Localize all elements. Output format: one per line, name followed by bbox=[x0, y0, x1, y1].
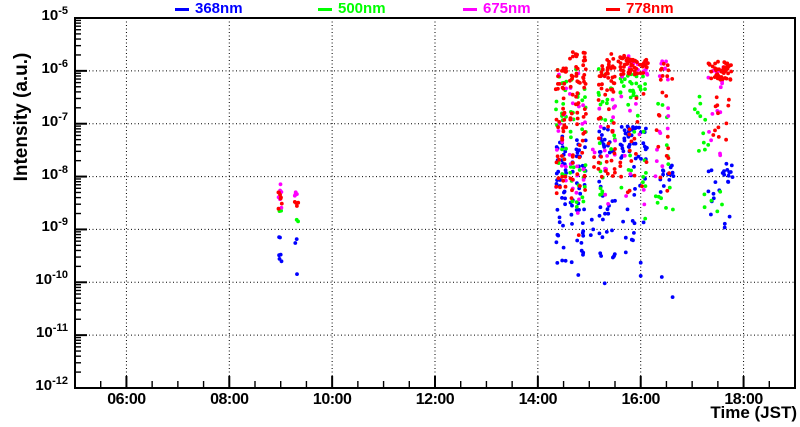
legend-marker-368nm bbox=[175, 7, 189, 11]
y-tick-label: 10-8 bbox=[41, 163, 68, 183]
legend-item-368nm: 368nm bbox=[175, 0, 243, 18]
x-tick-label: 10:00 bbox=[312, 391, 352, 408]
y-tick-label: 10-12 bbox=[35, 375, 68, 394]
legend-marker-500nm bbox=[318, 7, 332, 11]
legend-item-675nm: 675nm bbox=[463, 0, 531, 18]
legend-item-778nm: 778nm bbox=[606, 0, 674, 18]
y-tick-label: 10-9 bbox=[41, 216, 68, 236]
y-tick-label: 10-5 bbox=[41, 5, 68, 24]
x-tick-label: 06:00 bbox=[107, 391, 146, 408]
x-tick-label: 18:00 bbox=[724, 391, 763, 408]
x-tick-label: 12:00 bbox=[415, 391, 455, 408]
legend-label-368nm: 368nm bbox=[195, 0, 243, 17]
legend-item-500nm: 500nm bbox=[318, 0, 386, 18]
legend-marker-778nm bbox=[606, 7, 620, 11]
y-tick-label: 10-7 bbox=[41, 110, 68, 130]
legend-label-500nm: 500nm bbox=[338, 0, 386, 17]
x-tick-label: 16:00 bbox=[621, 391, 660, 408]
y-tick-label: 10-11 bbox=[36, 322, 68, 342]
y-tick-label: 10-6 bbox=[41, 57, 68, 77]
y-tick-label: 10-10 bbox=[35, 269, 68, 289]
x-tick-label: 14:00 bbox=[518, 391, 558, 408]
legend-label-675nm: 675nm bbox=[483, 0, 531, 17]
legend-label-778nm: 778nm bbox=[626, 0, 674, 17]
x-tick-label: 08:00 bbox=[210, 391, 249, 408]
legend-marker-675nm bbox=[463, 7, 477, 11]
x-axis-title: Time (JST) bbox=[710, 403, 797, 422]
